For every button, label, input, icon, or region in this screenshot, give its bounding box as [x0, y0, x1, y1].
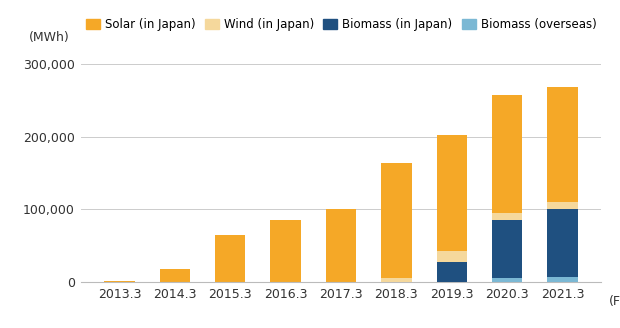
Bar [159, 269, 190, 282]
Bar [436, 262, 467, 282]
Bar [326, 209, 356, 282]
Bar [492, 213, 523, 220]
Bar [381, 163, 412, 282]
Bar [436, 135, 467, 282]
Bar [547, 202, 578, 209]
Legend: Solar (in Japan), Wind (in Japan), Biomass (in Japan), Biomass (overseas): Solar (in Japan), Wind (in Japan), Bioma… [81, 13, 601, 36]
Bar [270, 220, 301, 282]
Bar [436, 251, 467, 262]
Bar [547, 209, 578, 277]
Text: (MWh): (MWh) [29, 31, 69, 44]
Bar [104, 281, 135, 282]
Bar [381, 278, 412, 282]
Bar [547, 87, 578, 282]
Bar [492, 220, 523, 278]
Bar [547, 277, 578, 282]
Text: (FY): (FY) [609, 295, 620, 308]
Bar [492, 278, 523, 282]
Bar [492, 95, 523, 282]
Bar [215, 235, 246, 282]
